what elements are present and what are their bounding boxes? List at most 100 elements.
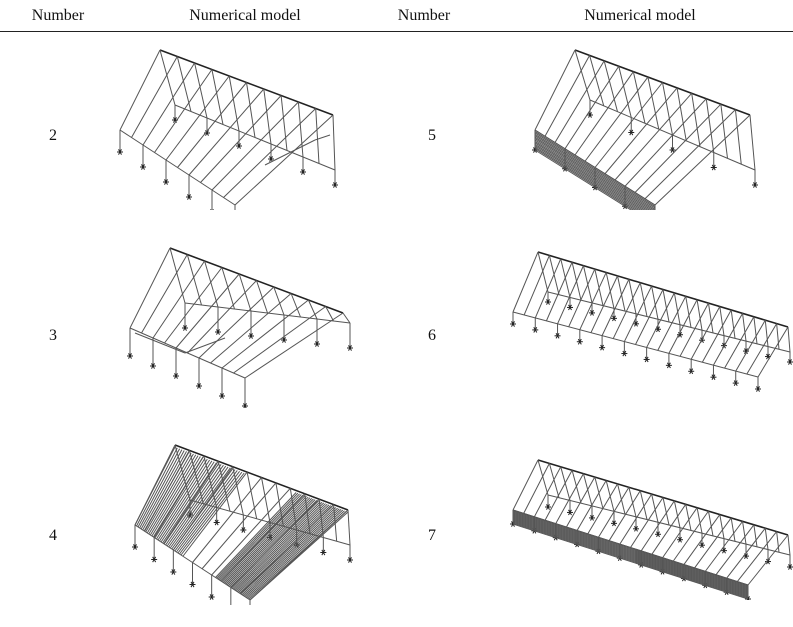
rafter	[587, 483, 618, 535]
support-symbol	[140, 164, 146, 170]
rafter	[735, 319, 766, 372]
support-symbol	[281, 337, 287, 343]
rafter-back	[186, 254, 202, 306]
wall-cladding	[512, 520, 749, 597]
wall-cladding	[512, 509, 749, 586]
rafter	[715, 524, 755, 576]
roof-cladding	[152, 457, 204, 538]
roof-cladding	[180, 472, 245, 556]
wall-cladding	[534, 145, 639, 210]
support-symbol	[589, 515, 595, 521]
support-symbol	[186, 194, 192, 200]
wall-cladding	[512, 516, 749, 593]
rafter	[646, 292, 675, 348]
rafter	[234, 114, 334, 206]
roof-cladding	[177, 470, 240, 554]
rafter	[119, 49, 161, 131]
rafter	[726, 527, 766, 579]
rafter-back	[347, 509, 351, 546]
wall-cladding	[534, 148, 635, 210]
roof-cladding	[216, 492, 299, 579]
support-symbol	[242, 403, 248, 408]
support-symbol	[189, 581, 196, 588]
rafter-back	[776, 531, 780, 553]
rafter	[601, 279, 630, 336]
support-symbol	[117, 149, 123, 155]
support-symbol	[510, 321, 516, 327]
support-symbol	[347, 345, 353, 351]
rafter	[534, 49, 576, 131]
wall-cladding	[534, 141, 646, 210]
wall-cladding	[534, 133, 656, 210]
roof-cladding	[218, 494, 302, 581]
wall-cladding	[534, 146, 637, 210]
roof-cladding	[234, 503, 326, 591]
rafter-back	[632, 71, 646, 124]
roof-cladding	[217, 493, 300, 580]
rafter	[554, 60, 605, 143]
rafter	[534, 258, 562, 319]
rafter-back	[753, 524, 758, 547]
rafter-back	[691, 93, 701, 147]
support-symbol	[743, 348, 749, 354]
rafter	[223, 108, 317, 198]
rafter-back	[537, 251, 549, 293]
roof-cladding	[149, 455, 199, 536]
support-symbol	[173, 373, 179, 379]
rafter-back	[685, 504, 692, 531]
rafter	[612, 282, 641, 339]
rafter	[623, 285, 653, 342]
support-symbol	[567, 304, 573, 311]
support-symbol	[732, 380, 739, 386]
roof-cladding	[175, 470, 238, 553]
wall-cladding	[512, 522, 749, 599]
support-symbol	[182, 325, 188, 331]
roof-cladding	[139, 449, 183, 529]
roof-cladding	[220, 495, 306, 582]
model-7-figure	[510, 459, 793, 600]
wall-cladding	[534, 142, 644, 210]
rafter-back	[753, 316, 758, 344]
rafter	[233, 306, 326, 374]
rafter-back	[651, 285, 659, 320]
roof-cladding	[165, 464, 222, 546]
wall-cladding	[534, 136, 653, 210]
support-symbol	[532, 327, 539, 333]
support-symbol	[655, 531, 661, 538]
rafter-back	[696, 507, 703, 534]
rafter	[201, 482, 277, 570]
rafter	[523, 463, 550, 514]
wall-cladding	[534, 149, 632, 210]
rafter-back	[662, 82, 673, 136]
rafter-back	[194, 62, 208, 119]
wall-cladding	[512, 514, 749, 591]
support-symbol	[611, 315, 617, 322]
roof-cladding	[219, 494, 304, 581]
roof-cladding	[179, 471, 243, 555]
roof-cladding	[154, 458, 206, 539]
rafter	[584, 76, 649, 162]
rafter-back	[676, 87, 687, 141]
rafter	[182, 471, 248, 557]
support-symbol	[710, 164, 717, 171]
support-symbol	[314, 341, 320, 347]
support-symbol	[268, 156, 274, 162]
rafter-back	[720, 104, 728, 159]
support-symbol	[151, 556, 158, 563]
support-symbol	[170, 569, 177, 575]
roof-cladding	[246, 509, 344, 599]
roof-cladding	[134, 446, 176, 526]
rafter	[668, 299, 698, 354]
rafter-back	[705, 98, 715, 153]
support-symbol	[633, 320, 639, 327]
rafter-back	[574, 49, 591, 101]
rafter-back	[764, 528, 769, 550]
header-number-left: Number	[31, 7, 85, 24]
rafter-back	[603, 60, 618, 112]
row-2-number: 2	[49, 127, 57, 144]
rafter-back	[730, 309, 736, 339]
rafter-back	[685, 296, 692, 328]
rafter	[142, 62, 196, 146]
rafter-back	[589, 55, 605, 106]
